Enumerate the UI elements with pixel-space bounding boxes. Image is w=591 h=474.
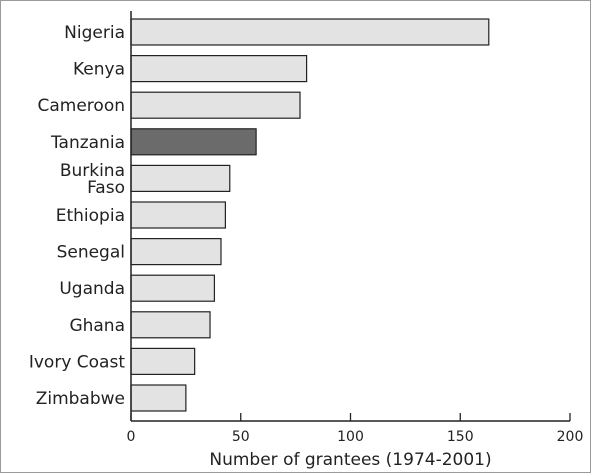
x-tick-label: 50 [232, 429, 250, 445]
category-label-line: Nigeria [64, 23, 125, 43]
category-label-line: Ethiopia [56, 206, 125, 226]
bar-senegal [130, 238, 222, 266]
bar-ivory-coast [130, 347, 196, 375]
x-tick-label: 200 [557, 429, 584, 445]
category-labels: Nigeria Kenya Cameroon Tanzania Burkina Faso E… [29, 23, 125, 409]
category-label-line: Ghana [69, 316, 125, 336]
bar-ethiopia [130, 201, 226, 229]
category-label-line: Faso [87, 178, 125, 198]
x-tick-label: 0 [127, 429, 136, 445]
category-label-burkina-faso: Burkina Faso [60, 161, 125, 198]
category-label-ivory-coast: Ivory Coast [29, 352, 125, 372]
category-label-cameroon: Cameroon [38, 96, 126, 116]
x-axis-title: Number of grantees (1974-2001) [209, 450, 491, 470]
bar-kenya [130, 54, 308, 83]
category-label-ethiopia: Ethiopia [56, 206, 125, 226]
bar-nigeria [130, 18, 490, 46]
x-tick-label: 150 [447, 429, 474, 445]
bar-uganda [130, 274, 216, 302]
bar-ghana [130, 311, 211, 339]
category-label-line: Senegal [57, 243, 125, 263]
category-label-line: Cameroon [38, 96, 126, 116]
category-label-kenya: Kenya [73, 60, 125, 80]
category-label-nigeria: Nigeria [64, 23, 125, 43]
x-axis-ticks: 0 50 100 150 200 [127, 413, 584, 445]
category-label-line: Uganda [59, 279, 125, 299]
bar-cameroon [130, 91, 301, 119]
x-tick-label: 100 [337, 429, 364, 445]
category-label-zimbabwe: Zimbabwe [36, 389, 125, 409]
category-label-line: Kenya [73, 60, 125, 80]
category-label-line: Burkina [60, 161, 125, 181]
category-label-senegal: Senegal [57, 243, 125, 263]
bar-burkina-faso [130, 164, 231, 192]
category-label-ghana: Ghana [69, 316, 125, 336]
category-label-line: Ivory Coast [29, 352, 125, 372]
bar-zimbabwe [130, 384, 187, 412]
category-label-line: Tanzania [50, 133, 125, 153]
bars-layer [130, 18, 490, 412]
category-label-uganda: Uganda [59, 279, 125, 299]
category-label-tanzania: Tanzania [50, 133, 125, 153]
bar-tanzania [130, 128, 257, 156]
category-label-line: Zimbabwe [36, 389, 125, 409]
